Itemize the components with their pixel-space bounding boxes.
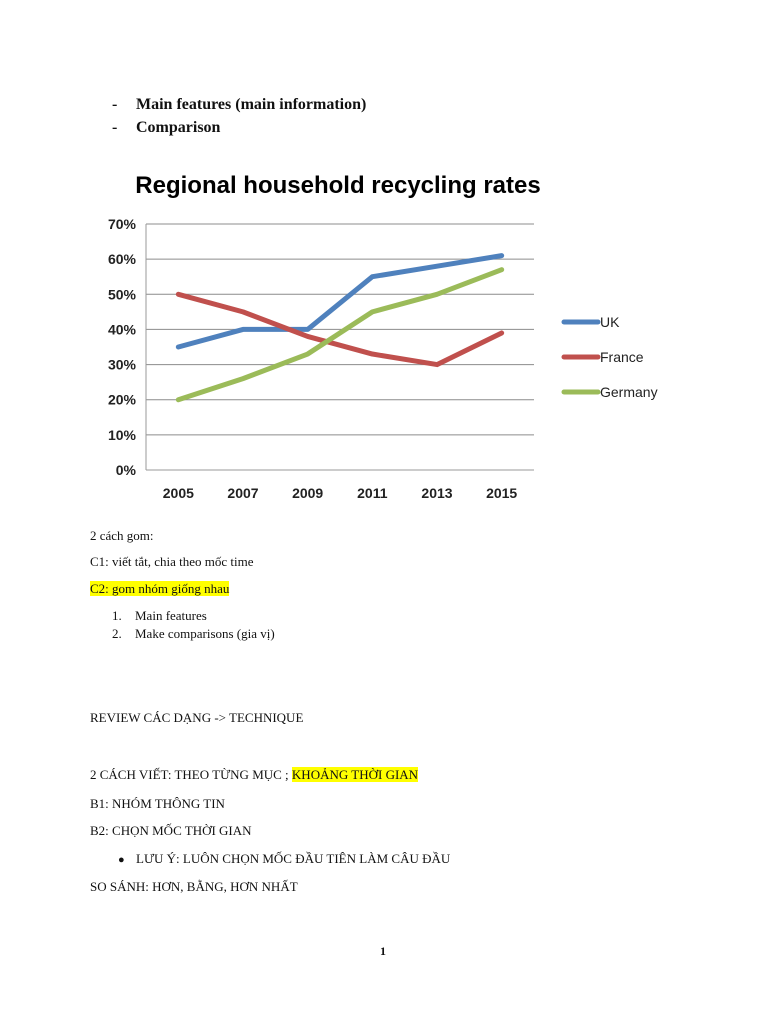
y-tick-label: 40% [108, 321, 137, 337]
list-item-text: Main features [135, 608, 207, 623]
chart-title: Regional household recycling rates [135, 172, 540, 199]
legend-label: Germany [600, 384, 658, 400]
y-tick-label: 50% [108, 286, 137, 302]
step-b2: B2: CHỌN MỐC THỜI GIAN [90, 823, 252, 838]
x-tick-label: 2007 [227, 485, 258, 501]
note-line: 2 cách gom: [90, 528, 154, 543]
ways-line: 2 CÁCH VIẾT: THEO TỪNG MỤC ; KHOẢNG THỜI… [90, 767, 419, 783]
series-lines [175, 253, 505, 403]
y-tick-label: 20% [108, 392, 137, 408]
intro-list: - Main features (main information) - Compa… [112, 93, 366, 139]
highlight-text: C2: gom nhóm giống nhau [90, 581, 230, 596]
list-item: 2. Make comparisons (gia vị) [112, 625, 275, 643]
series-line-france [175, 291, 505, 368]
list-item-text: Make comparisons (gia vị) [135, 626, 275, 641]
list-item: 1. Main features [112, 607, 275, 625]
x-tick-label: 2015 [486, 485, 517, 501]
highlight-text: KHOẢNG THỜI GIAN [291, 767, 419, 782]
review-heading: REVIEW CÁC DẠNG -> TECHNIQUE [90, 710, 304, 725]
y-tick-label: 0% [116, 462, 137, 478]
legend: UK France Germany [561, 314, 658, 400]
y-tick-label: 10% [108, 427, 137, 443]
list-number: 1. [112, 608, 122, 623]
x-tick-label: 2005 [163, 485, 194, 501]
list-item: - Main features (main information) [112, 93, 366, 116]
legend-label: UK [600, 314, 620, 330]
list-marker: - [112, 96, 118, 113]
list-number: 2. [112, 626, 122, 641]
note-line: C1: viết tắt, chia theo mốc time [90, 554, 254, 569]
bullet-note: ● LƯU Ý: LUÔN CHỌN MỐC ĐẦU TIÊN LÀM CÂU Đ… [118, 851, 450, 868]
x-tick-label: 2009 [292, 485, 323, 501]
recycling-line-chart: Regional household recycling rates 0% 10%… [108, 172, 658, 501]
legend-label: France [600, 349, 644, 365]
compare-line: SO SÁNH: HƠN, BẰNG, HƠN NHẤT [90, 879, 298, 894]
list-item-text: Comparison [136, 119, 221, 136]
y-tick-label: 70% [108, 216, 137, 232]
x-tick-label: 2013 [421, 485, 452, 501]
bullet-marker: ● [118, 854, 125, 866]
list-marker: - [112, 119, 118, 136]
y-axis-ticks: 0% 10% 20% 30% 40% 50% 60% 70% [108, 216, 137, 478]
y-tick-label: 30% [108, 357, 137, 373]
note-line-highlighted: C2: gom nhóm giống nhau [90, 581, 230, 597]
series-line-uk [175, 253, 505, 350]
bullet-text: LƯU Ý: LUÔN CHỌN MỐC ĐẦU TIÊN LÀM CÂU ĐẦ… [136, 851, 451, 866]
list-item: - Comparison [112, 116, 366, 139]
ways-prefix: 2 CÁCH VIẾT: THEO TỪNG MỤC ; [90, 767, 292, 782]
y-tick-label: 60% [108, 251, 137, 267]
grid-lines [145, 223, 534, 471]
x-axis-ticks: 2005 2007 2009 2011 2013 2015 [163, 485, 518, 501]
x-tick-label: 2011 [357, 485, 388, 501]
list-item-text: Main features (main information) [136, 96, 367, 113]
page-number: 1 [380, 944, 386, 958]
steps-list: 1. Main features 2. Make comparisons (gia … [112, 607, 275, 643]
step-b1: B1: NHÓM THÔNG TIN [90, 796, 225, 811]
series-line-germany [175, 267, 505, 403]
